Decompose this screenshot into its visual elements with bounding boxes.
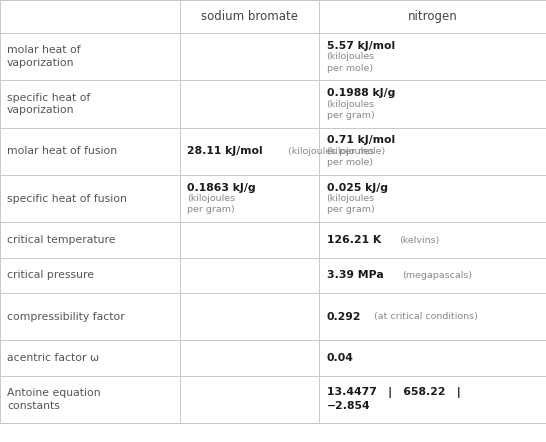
- Text: (kilojoules
per gram): (kilojoules per gram): [327, 194, 375, 214]
- Text: 3.39 MPa: 3.39 MPa: [327, 271, 383, 280]
- Text: 126.21 K: 126.21 K: [327, 235, 381, 245]
- Text: (kilojoules
per mole): (kilojoules per mole): [327, 53, 375, 72]
- Text: 0.04: 0.04: [327, 353, 353, 363]
- Text: molar heat of
vaporization: molar heat of vaporization: [7, 46, 81, 68]
- Text: nitrogen: nitrogen: [408, 10, 458, 23]
- Text: 28.11 kJ/mol: 28.11 kJ/mol: [187, 146, 263, 156]
- Text: (kilojoules
per mole): (kilojoules per mole): [327, 147, 375, 167]
- Text: 5.57 kJ/mol: 5.57 kJ/mol: [327, 41, 395, 51]
- Text: 0.1988 kJ/g: 0.1988 kJ/g: [327, 88, 395, 98]
- Text: 0.1863 kJ/g: 0.1863 kJ/g: [187, 183, 256, 193]
- Text: critical pressure: critical pressure: [7, 271, 94, 280]
- Text: 0.025 kJ/g: 0.025 kJ/g: [327, 183, 388, 193]
- Text: 13.4477   |   658.22   |
−2.854: 13.4477 | 658.22 | −2.854: [327, 387, 460, 412]
- Text: Antoine equation
constants: Antoine equation constants: [7, 388, 100, 411]
- Text: (megapascals): (megapascals): [402, 271, 473, 280]
- Text: specific heat of
vaporization: specific heat of vaporization: [7, 93, 91, 115]
- Text: (kilojoules
per gram): (kilojoules per gram): [327, 100, 375, 120]
- Text: acentric factor ω: acentric factor ω: [7, 353, 99, 363]
- Text: (at critical conditions): (at critical conditions): [374, 312, 478, 321]
- Text: sodium bromate: sodium bromate: [201, 10, 298, 23]
- Text: compressibility factor: compressibility factor: [7, 312, 125, 322]
- Text: molar heat of fusion: molar heat of fusion: [7, 146, 117, 156]
- Text: 0.71 kJ/mol: 0.71 kJ/mol: [327, 135, 395, 145]
- Text: specific heat of fusion: specific heat of fusion: [7, 194, 127, 204]
- Text: (kilojoules
per gram): (kilojoules per gram): [187, 194, 235, 214]
- Text: (kelvins): (kelvins): [399, 236, 440, 244]
- Text: 0.292: 0.292: [327, 312, 361, 322]
- Text: (kilojoules per mole): (kilojoules per mole): [288, 147, 385, 156]
- Text: critical temperature: critical temperature: [7, 235, 116, 245]
